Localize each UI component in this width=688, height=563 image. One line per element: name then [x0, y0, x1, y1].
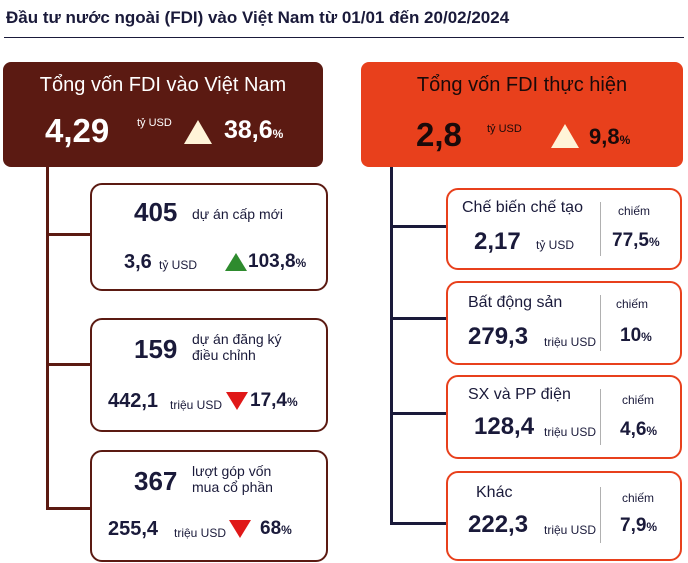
share-value: 10%	[620, 325, 652, 346]
up-arrow-icon	[225, 253, 247, 271]
capital-contribution-unit: triệu USD	[174, 526, 227, 540]
adjusted-projects-value: 442,1	[108, 390, 159, 412]
sector-card-manufacturing: Chế biến chế tạo 2,17 tỷ USD chiếm 77,5%	[446, 188, 682, 270]
sector-divider	[600, 202, 601, 256]
sector-unit: tỷ USD	[536, 238, 575, 252]
sector-value: 222,3	[468, 511, 529, 538]
adjusted-projects-count: 159	[134, 334, 178, 364]
capital-contribution-label-1: lượt góp vốn	[192, 463, 272, 479]
up-arrow-icon	[184, 120, 212, 144]
sector-name: Khác	[476, 484, 513, 501]
sector-card-real-estate: Bất động sản 279,3 triệu USD chiếm 10%	[446, 281, 682, 365]
title-divider	[4, 37, 684, 38]
adjusted-projects-label-2: điều chỉnh	[192, 347, 256, 363]
new-projects-value: 3,6	[124, 251, 152, 273]
capital-contribution-label-2: mua cổ phần	[192, 479, 273, 495]
down-arrow-icon	[229, 520, 251, 538]
sector-divider	[600, 487, 601, 543]
capital-contribution-value: 255,4	[108, 518, 159, 540]
new-projects-change: 103,8%	[248, 251, 307, 272]
share-label: chiếm	[622, 491, 655, 505]
share-value: 7,9%	[620, 515, 658, 536]
total-fdi-change: 38,6%	[224, 116, 284, 144]
share-value: 77,5%	[612, 230, 660, 251]
capital-contribution-count: 367	[134, 466, 178, 496]
right-connector-2	[390, 317, 446, 320]
right-connector-1	[390, 225, 446, 228]
implemented-fdi-value: 2,8	[416, 116, 462, 153]
adjusted-projects-label-1: dự án đăng ký	[192, 331, 282, 347]
page-title: Đầu tư nước ngoài (FDI) vào Việt Nam từ …	[6, 8, 510, 27]
share-value: 4,6%	[620, 419, 658, 440]
right-connector-4	[390, 522, 446, 525]
implemented-fdi-header: Tổng vốn FDI thực hiện 2,8 tỷ USD 9,8%	[361, 62, 683, 167]
share-label: chiếm	[622, 393, 655, 407]
adjusted-projects-card: 159 dự án đăng ký điều chỉnh 442,1 triệu…	[90, 318, 328, 432]
sector-name: Bất động sản	[468, 294, 563, 311]
new-projects-card: 405 dự án cấp mới 3,6 tỷ USD 103,8%	[90, 183, 328, 291]
left-connector-1	[46, 233, 90, 236]
sector-value: 279,3	[468, 323, 529, 350]
capital-contribution-change: 68%	[260, 518, 292, 539]
total-fdi-unit: tỷ USD	[137, 117, 172, 129]
new-projects-count: 405	[134, 197, 178, 227]
sector-value: 2,17	[474, 228, 521, 255]
right-connector-vertical	[390, 165, 393, 525]
down-arrow-icon	[226, 392, 248, 410]
adjusted-projects-change: 17,4%	[250, 390, 298, 411]
new-projects-label: dự án cấp mới	[192, 206, 283, 222]
capital-contribution-card: 367 lượt góp vốn mua cổ phần 255,4 triệu…	[90, 450, 328, 562]
left-connector-3	[46, 507, 90, 510]
sector-unit: triệu USD	[544, 425, 597, 439]
share-label: chiếm	[618, 204, 651, 218]
implemented-fdi-unit: tỷ USD	[487, 123, 522, 135]
implemented-fdi-change: 9,8%	[589, 124, 631, 149]
sector-name: Chế biến chế tạo	[462, 199, 583, 216]
sector-value: 128,4	[474, 413, 535, 440]
up-arrow-icon	[551, 124, 579, 148]
left-connector-2	[46, 363, 90, 366]
sector-card-power: SX và PP điện 128,4 triệu USD chiếm 4,6%	[446, 375, 682, 459]
sector-unit: triệu USD	[544, 523, 597, 537]
sector-card-other: Khác 222,3 triệu USD chiếm 7,9%	[446, 471, 682, 561]
share-label: chiếm	[616, 297, 649, 311]
left-connector-vertical	[46, 165, 49, 510]
sector-unit: triệu USD	[544, 335, 597, 349]
total-fdi-title: Tổng vốn FDI vào Việt Nam	[39, 74, 287, 96]
adjusted-projects-unit: triệu USD	[170, 398, 223, 412]
right-connector-3	[390, 412, 446, 415]
total-fdi-header: Tổng vốn FDI vào Việt Nam 4,29 tỷ USD 38…	[3, 62, 323, 167]
implemented-fdi-title: Tổng vốn FDI thực hiện	[416, 74, 628, 96]
new-projects-unit: tỷ USD	[159, 258, 198, 272]
total-fdi-value: 4,29	[45, 112, 110, 149]
sector-divider	[600, 389, 601, 445]
sector-name: SX và PP điện	[468, 386, 571, 403]
sector-divider	[600, 295, 601, 351]
